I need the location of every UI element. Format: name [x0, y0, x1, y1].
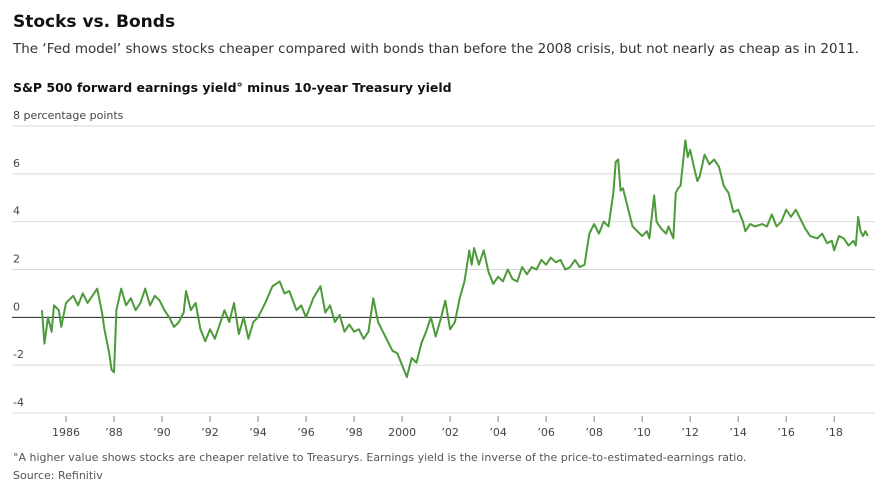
x-tick-label: ’88	[105, 426, 123, 439]
x-tick-label: ’92	[201, 426, 219, 439]
x-tick-label: 1986	[52, 426, 80, 439]
x-tick-label: ’04	[489, 426, 507, 439]
footnote: °A higher value shows stocks are cheaper…	[13, 451, 746, 464]
y-tick-label: -2	[13, 348, 24, 361]
x-tick-label: ’90	[153, 426, 171, 439]
x-tick-label: ’02	[441, 426, 459, 439]
x-tick-label: ’98	[345, 426, 363, 439]
x-tick-label: 2000	[388, 426, 416, 439]
data-line	[41, 139, 869, 379]
x-tick-label: ’16	[777, 426, 795, 439]
x-tick-label: ’14	[729, 426, 747, 439]
x-tick-label: ’18	[825, 426, 843, 439]
chart-heading: S&P 500 forward earnings yield° minus 10…	[13, 80, 452, 95]
y-tick-label: 6	[13, 157, 20, 170]
x-tick-label: ’96	[297, 426, 315, 439]
y-tick-label: 8 percentage points	[13, 109, 124, 122]
x-tick-label: ’94	[249, 426, 267, 439]
x-tick-label: ’06	[537, 426, 555, 439]
y-tick-label: -4	[13, 396, 24, 409]
x-tick-label: ’12	[681, 426, 699, 439]
source: Source: Refinitiv	[13, 469, 103, 482]
subtitle: The ‘Fed model’ shows stocks cheaper com…	[12, 41, 859, 57]
x-tick-label: ’10	[633, 426, 651, 439]
y-tick-label: 0	[13, 300, 20, 313]
x-tick-label: ’08	[585, 426, 603, 439]
y-tick-label: 2	[13, 253, 20, 266]
y-tick-label: 4	[13, 205, 20, 218]
chart-title: Stocks vs. Bonds	[13, 12, 175, 32]
